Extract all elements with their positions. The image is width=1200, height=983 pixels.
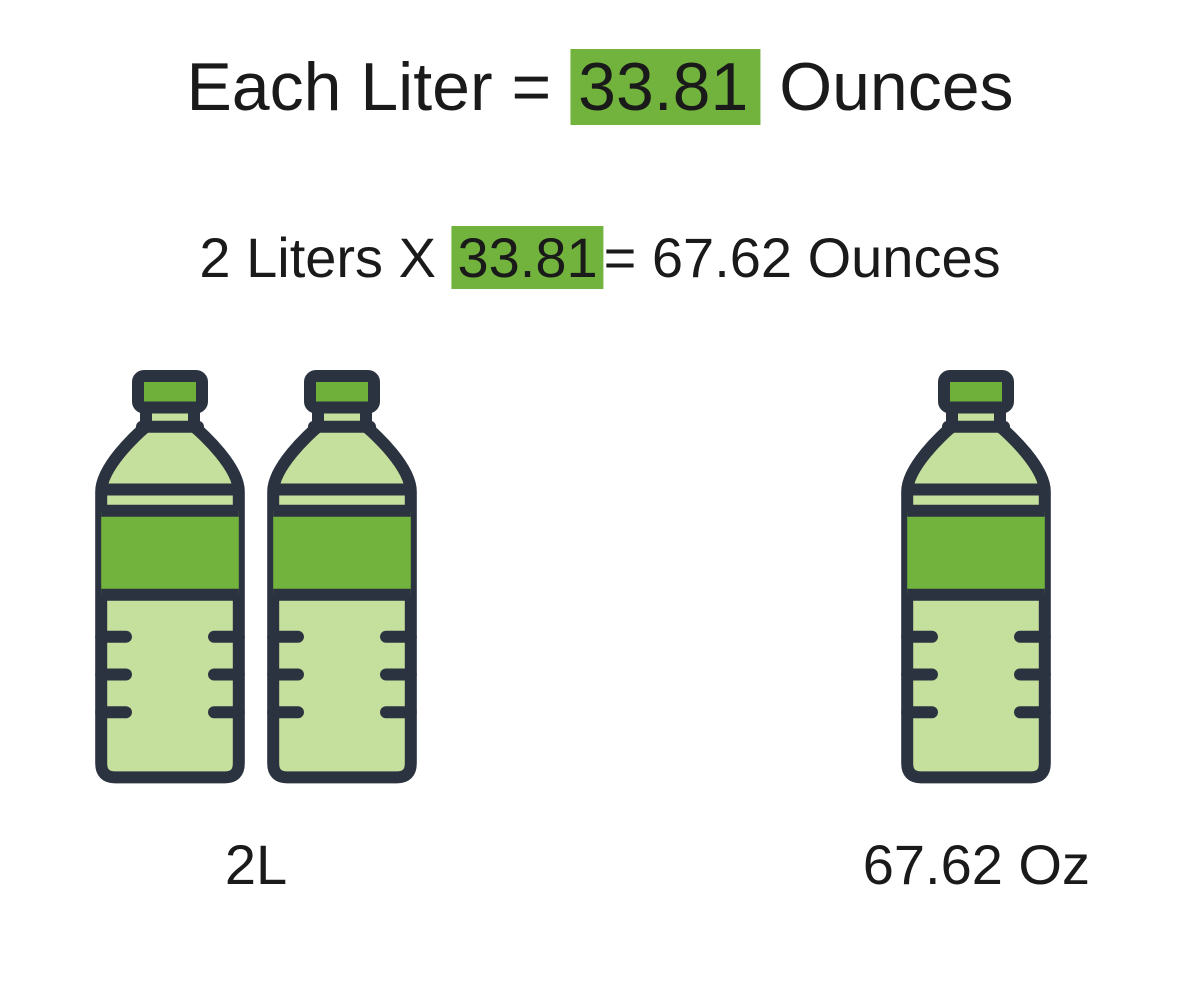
right-caption: 67.62 Oz [863, 832, 1090, 897]
heading2-prefix: 2 Liters X [199, 226, 451, 289]
conversion-rate-heading: Each Liter = 33.81 Ounces [186, 48, 1013, 126]
heading1-suffix: Ounces [760, 49, 1013, 125]
bottle-row: 2L 67.62 Oz [0, 370, 1200, 897]
left-bottle-group: 2L [90, 370, 422, 897]
heading1-prefix: Each Liter = [186, 49, 570, 125]
calculation-heading: 2 Liters X 33.81= 67.62 Ounces [199, 225, 1000, 290]
bottle-icon [90, 370, 250, 790]
bottle-pair [90, 370, 422, 790]
heading2-highlighted: 33.81 [452, 226, 604, 289]
heading1-highlighted: 33.81 [570, 49, 760, 125]
bottle-icon [896, 370, 1056, 790]
bottle-icon [262, 370, 422, 790]
heading2-suffix: = 67.62 Ounces [604, 226, 1001, 289]
left-caption: 2L [225, 832, 287, 897]
right-bottle-group: 67.62 Oz [863, 370, 1090, 897]
